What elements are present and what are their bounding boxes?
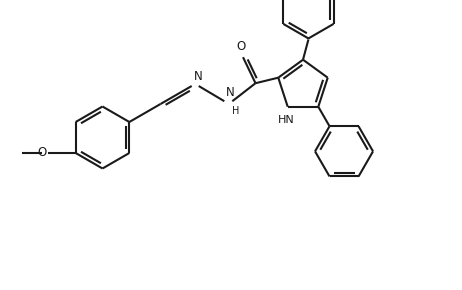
Text: O: O: [37, 146, 47, 159]
Text: O: O: [237, 40, 246, 53]
Text: H: H: [232, 106, 240, 116]
Text: N: N: [194, 70, 202, 83]
Text: HN: HN: [278, 115, 295, 125]
Text: N: N: [226, 86, 235, 99]
